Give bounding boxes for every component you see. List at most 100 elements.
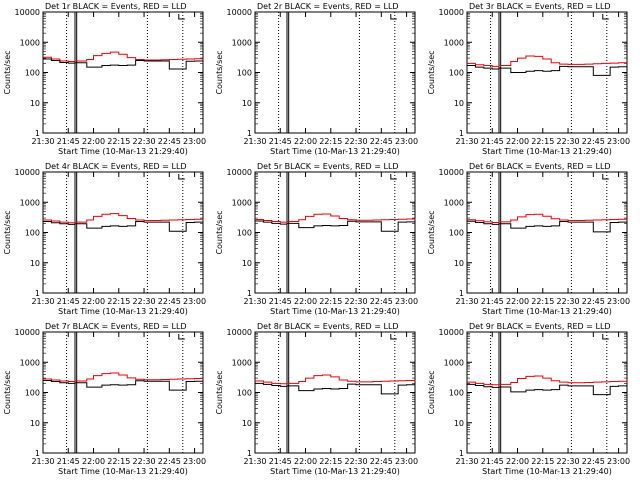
x-tick-label: 21:30 [31,137,54,146]
y-tick-label: 1 [459,129,464,138]
x-tick-label: 22:00 [294,297,317,306]
events-series [255,382,416,395]
events-series [43,379,204,391]
y-axis-label: Counts/sec [427,210,436,254]
bracket-marker [390,174,397,180]
y-tick-label: 100 [237,389,252,398]
y-tick-label: 1 [247,129,252,138]
x-axis-label: Start Time (10-Mar-13 21:29:40) [58,307,188,316]
y-tick-label: 100 [237,69,252,78]
x-tick-label: 22:15 [319,137,342,146]
events-series [255,220,416,232]
y-tick-label: 1 [35,449,40,458]
lld-series [43,372,204,383]
x-tick-label: 21:30 [31,457,54,466]
y-axis-label: Counts/sec [3,50,12,94]
x-tick-label: 21:30 [455,457,478,466]
y-tick-label: 1000 [232,198,252,207]
lld-series [467,213,628,223]
x-tick-label: 21:45 [269,457,292,466]
y-tick-label: 100 [449,389,464,398]
x-tick-label: 21:45 [269,297,292,306]
y-tick-label: 10 [30,419,40,428]
lld-series [467,55,628,67]
y-tick-label: 10000 [439,328,464,337]
bracket-marker [602,14,609,20]
x-tick-label: 22:45 [370,137,393,146]
panel-title: Det 5r BLACK = Events, RED = LLD [257,162,399,171]
panel-title: Det 7r BLACK = Events, RED = LLD [45,322,187,331]
x-tick-label: 23:00 [183,137,206,146]
panel-title: Det 2r BLACK = Events, RED = LLD [257,2,399,11]
y-tick-label: 10 [30,259,40,268]
y-tick-label: 10 [242,259,252,268]
panel-9: Det 9r BLACK = Events, RED = LLD 1 10 100 10… [427,322,630,476]
x-tick-label: 22:15 [319,297,342,306]
y-tick-label: 1000 [232,38,252,47]
y-tick-label: 100 [25,389,40,398]
x-tick-label: 23:00 [395,297,418,306]
x-tick-label: 21:45 [57,297,80,306]
y-tick-label: 10 [242,419,252,428]
x-axis-label: Start Time (10-Mar-13 21:29:40) [482,467,612,476]
panel-title: Det 6r BLACK = Events, RED = LLD [469,162,611,171]
y-tick-label: 1000 [20,358,40,367]
bracket-marker [390,334,397,340]
lld-series [43,51,204,63]
x-tick-label: 23:00 [395,457,418,466]
x-tick-label: 22:30 [557,137,580,146]
y-tick-label: 10 [454,419,464,428]
x-tick-label: 22:45 [370,457,393,466]
x-tick-label: 22:45 [158,137,181,146]
x-tick-label: 21:30 [243,297,266,306]
x-tick-label: 23:00 [183,457,206,466]
y-axis-label: Counts/sec [427,370,436,414]
y-tick-label: 1000 [20,198,40,207]
x-tick-label: 22:30 [345,137,368,146]
y-tick-label: 10000 [227,168,252,177]
y-axis-label: Counts/sec [215,370,224,414]
x-tick-label: 22:00 [506,457,529,466]
y-tick-label: 10000 [439,168,464,177]
x-tick-label: 22:45 [582,137,605,146]
x-tick-label: 21:45 [269,137,292,146]
panel-8: Det 8r BLACK = Events, RED = LLD 1 10 100 10… [215,322,418,476]
x-tick-label: 22:15 [531,297,554,306]
x-tick-label: 21:30 [243,457,266,466]
y-tick-label: 10 [454,99,464,108]
x-axis-label: Start Time (10-Mar-13 21:29:40) [270,307,400,316]
x-tick-label: 23:00 [607,297,630,306]
y-tick-label: 1 [247,289,252,298]
y-tick-label: 1 [35,289,40,298]
x-tick-label: 22:30 [133,457,156,466]
x-axis-label: Start Time (10-Mar-13 21:29:40) [58,467,188,476]
y-tick-label: 1000 [444,358,464,367]
x-axis-label: Start Time (10-Mar-13 21:29:40) [270,147,400,156]
y-tick-label: 1000 [444,38,464,47]
panel-1: Det 1r BLACK = Events, RED = LLD 1 10 100 10… [3,2,206,156]
panel-4: Det 4r BLACK = Events, RED = LLD 1 10 100 10… [3,162,206,316]
x-axis-label: Start Time (10-Mar-13 21:29:40) [270,467,400,476]
y-tick-label: 100 [237,229,252,238]
y-axis-label: Counts/sec [3,370,12,414]
bracket-marker [602,334,609,340]
x-tick-label: 22:00 [506,297,529,306]
x-tick-label: 22:15 [107,457,130,466]
x-tick-label: 22:30 [557,457,580,466]
x-tick-label: 21:30 [243,137,266,146]
x-tick-label: 21:30 [455,297,478,306]
x-tick-label: 23:00 [183,297,206,306]
x-tick-label: 22:30 [557,297,580,306]
panel-6: Det 6r BLACK = Events, RED = LLD 1 10 100 10… [427,162,630,316]
y-tick-label: 100 [25,69,40,78]
y-tick-label: 1 [35,129,40,138]
x-tick-label: 22:00 [294,457,317,466]
y-tick-label: 10 [242,99,252,108]
x-tick-label: 23:00 [395,137,418,146]
panel-5: Det 5r BLACK = Events, RED = LLD 1 10 100 10… [215,162,418,316]
x-tick-label: 22:15 [107,297,130,306]
y-tick-label: 10 [454,259,464,268]
panel-title: Det 8r BLACK = Events, RED = LLD [257,322,399,331]
